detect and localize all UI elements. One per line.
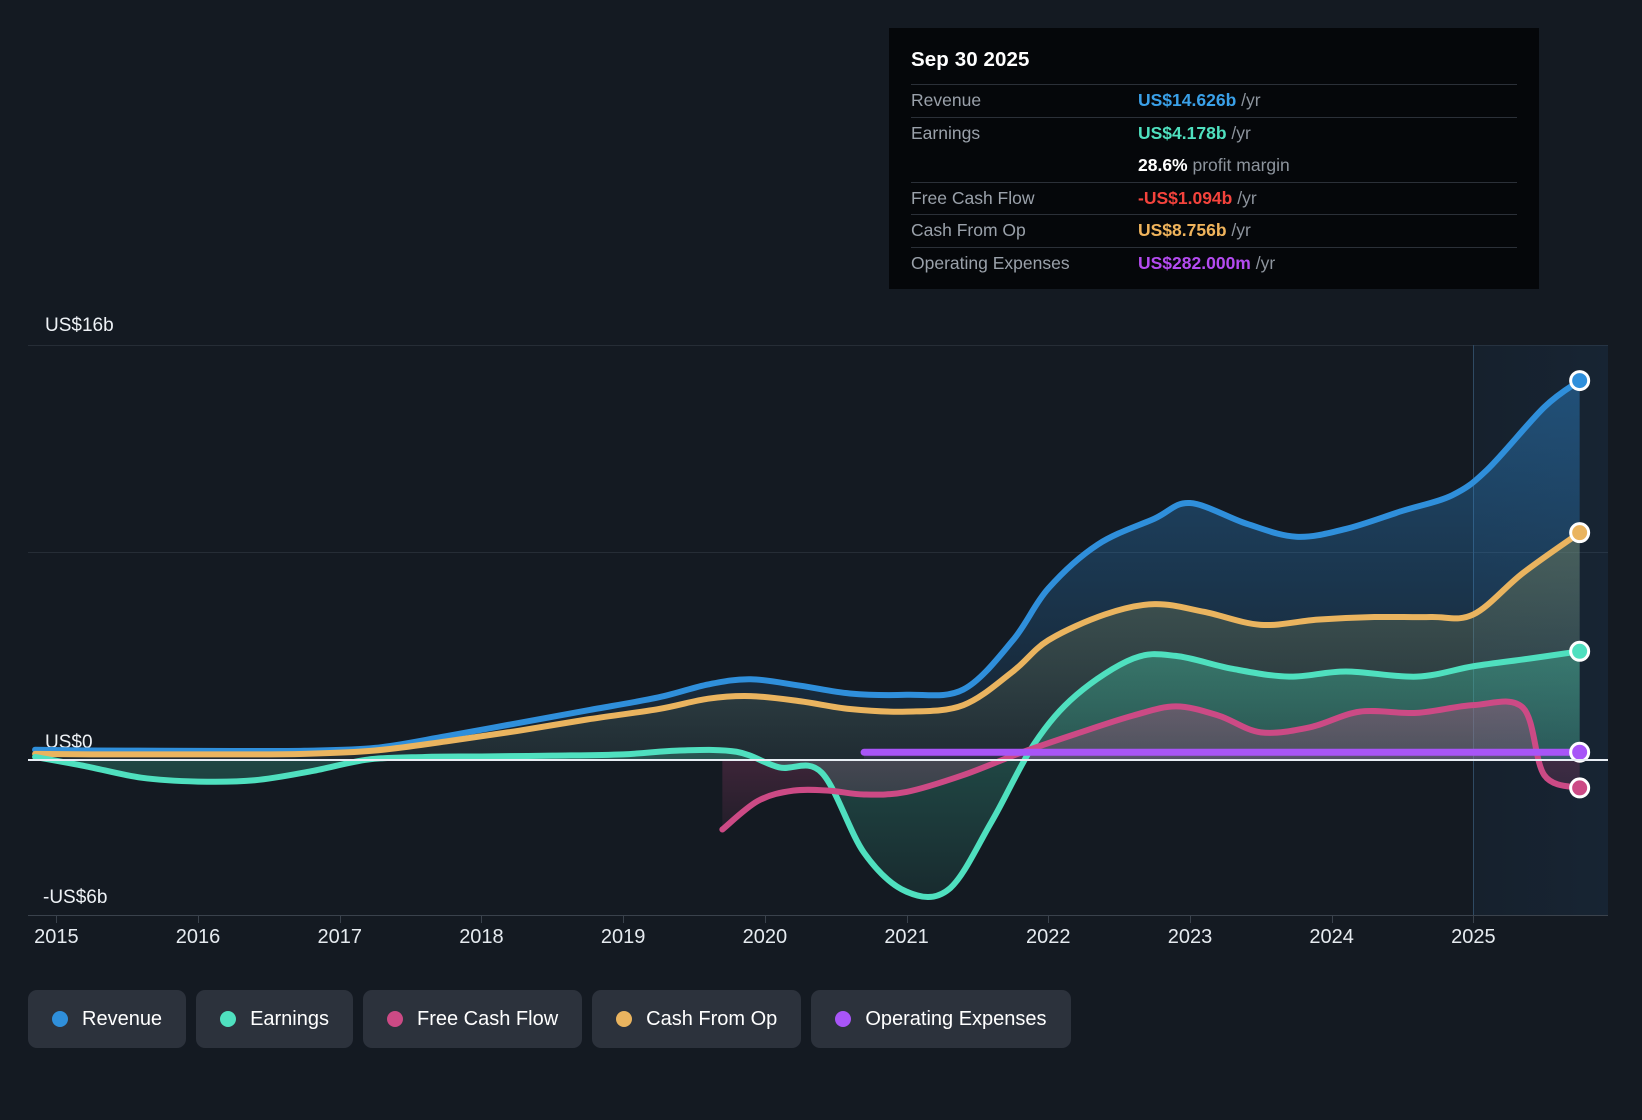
tooltip-number-operating-expenses: US$282.000m — [1138, 252, 1251, 273]
tooltip-number-earnings: US$4.178b — [1138, 122, 1227, 143]
tooltip-row-operating-expenses: Operating Expenses US$282.000m /yr — [911, 246, 1517, 280]
legend-dot-icon — [220, 1011, 237, 1027]
series-endpoint-free-cash-flow[interactable] — [1569, 777, 1591, 799]
x-axis-tick — [1473, 915, 1475, 923]
gridline — [28, 345, 1608, 346]
tooltip-value-cash-from-op: US$8.756b /yr — [1138, 220, 1251, 241]
tooltip-row-free-cash-flow: Free Cash Flow -US$1.094b /yr — [911, 181, 1517, 215]
legend-dot-icon — [835, 1011, 852, 1027]
x-axis-tick — [764, 915, 766, 923]
series-endpoint-operating-expenses[interactable] — [1569, 741, 1591, 763]
x-axis-tick — [339, 915, 341, 923]
series-endpoint-earnings[interactable] — [1569, 640, 1591, 662]
tooltip-row-revenue: Revenue US$14.626b /yr — [911, 84, 1517, 117]
x-axis-tick — [1189, 915, 1191, 923]
legend-item-operating-expenses[interactable]: Operating Expenses — [811, 990, 1071, 1048]
tooltip-unit-earnings: /yr — [1231, 122, 1251, 143]
x-axis-tick — [481, 915, 483, 923]
x-axis-year-label: 2015 — [34, 926, 79, 948]
legend-label: Operating Expenses — [865, 1007, 1047, 1030]
tooltip-value-revenue: US$14.626b /yr — [1138, 90, 1261, 111]
x-axis-tick — [198, 915, 200, 923]
series-line-earnings[interactable] — [32, 648, 1583, 901]
x-axis-year-label: 2017 — [317, 926, 362, 948]
x-axis-tick — [906, 915, 908, 923]
y-axis-label-min: -US$6b — [43, 887, 108, 908]
legend-label: Revenue — [82, 1007, 163, 1030]
tooltip-value-earnings: US$4.178b /yr — [1138, 123, 1251, 144]
x-axis-year-label: 2016 — [175, 926, 221, 948]
tooltip-label-earnings: Earnings — [911, 122, 981, 143]
chart-legend: Revenue Earnings Free Cash Flow Cash From O… — [28, 990, 1071, 1048]
y-axis-label-max: US$16b — [45, 315, 114, 336]
legend-dot-icon — [616, 1011, 633, 1027]
tooltip-number-cash-from-op: US$8.756b — [1138, 220, 1227, 241]
tooltip-unit-profit-margin: profit margin — [1192, 154, 1290, 175]
legend-item-revenue[interactable]: Revenue — [28, 990, 187, 1048]
tooltip-label-free-cash-flow: Free Cash Flow — [911, 187, 1035, 208]
tooltip-unit-revenue: /yr — [1241, 90, 1261, 111]
legend-item-free-cash-flow[interactable]: Free Cash Flow — [363, 990, 583, 1048]
tooltip-value-free-cash-flow: -US$1.094b /yr — [1138, 188, 1257, 209]
x-axis-year-label: 2025 — [1451, 926, 1496, 948]
legend-label: Free Cash Flow — [417, 1007, 559, 1030]
x-axis-year-label: 2021 — [884, 926, 929, 948]
x-axis-year-label: 2023 — [1167, 926, 1213, 948]
tooltip-unit-cash-from-op: /yr — [1231, 220, 1251, 241]
tooltip-row-earnings: Earnings US$4.178b /yr — [911, 116, 1517, 150]
tooltip-unit-free-cash-flow: /yr — [1237, 187, 1257, 208]
legend-item-earnings[interactable]: Earnings — [196, 990, 353, 1048]
tooltip-row-cash-from-op: Cash From Op US$8.756b /yr — [911, 214, 1517, 247]
x-axis-tick — [623, 915, 625, 923]
legend-dot-icon — [52, 1011, 68, 1027]
tooltip-label-revenue: Revenue — [911, 90, 982, 111]
tooltip-card: Sep 30 2025 Revenue US$14.626b /yr Earni… — [889, 28, 1539, 289]
x-axis-year-label: 2019 — [600, 926, 646, 948]
x-axis-year-label: 2018 — [459, 926, 504, 948]
tooltip-value-operating-expenses: US$282.000m /yr — [1138, 253, 1275, 274]
chart-area: US$16b US$0 -US$6b 2015 2016 2017 2018 2019 2… — [0, 300, 1642, 948]
gridline — [28, 552, 1608, 554]
tooltip-number-profit-margin: 28.6% — [1138, 154, 1188, 175]
x-axis-tick — [56, 915, 58, 923]
series-svg — [32, 370, 1591, 901]
series-line-free-cash-flow[interactable] — [719, 698, 1583, 833]
x-axis-tick — [1331, 915, 1333, 923]
tooltip-date: Sep 30 2025 — [911, 48, 1030, 71]
tooltip-value-profit-margin: 28.6% profit margin — [1138, 155, 1290, 176]
zero-baseline — [28, 758, 1608, 761]
tooltip-number-free-cash-flow: -US$1.094b — [1138, 187, 1233, 208]
legend-label: Earnings — [250, 1007, 329, 1030]
legend-dot-icon — [387, 1011, 403, 1027]
tooltip-row-profit-margin: 28.6% profit margin — [911, 149, 1517, 182]
x-axis-tick — [1048, 915, 1050, 923]
tooltip-label-cash-from-op: Cash From Op — [911, 220, 1026, 241]
x-axis-line — [28, 915, 1608, 916]
x-axis-year-label: 2022 — [1026, 926, 1071, 948]
series-endpoint-cash-from-op[interactable] — [1569, 522, 1591, 544]
series-line-cash-from-op[interactable] — [32, 529, 1583, 758]
tooltip-number-revenue: US$14.626b — [1138, 90, 1237, 111]
legend-item-cash-from-op[interactable]: Cash From Op — [592, 990, 802, 1048]
legend-label: Cash From Op — [646, 1007, 778, 1030]
x-axis-year-label: 2024 — [1309, 926, 1354, 948]
tooltip-label-operating-expenses: Operating Expenses — [911, 252, 1070, 273]
series-area-free-cash-flow — [722, 701, 1580, 830]
tooltip-unit-operating-expenses: /yr — [1255, 252, 1276, 273]
series-endpoint-revenue[interactable] — [1569, 370, 1591, 392]
x-axis-year-label: 2020 — [742, 926, 788, 948]
